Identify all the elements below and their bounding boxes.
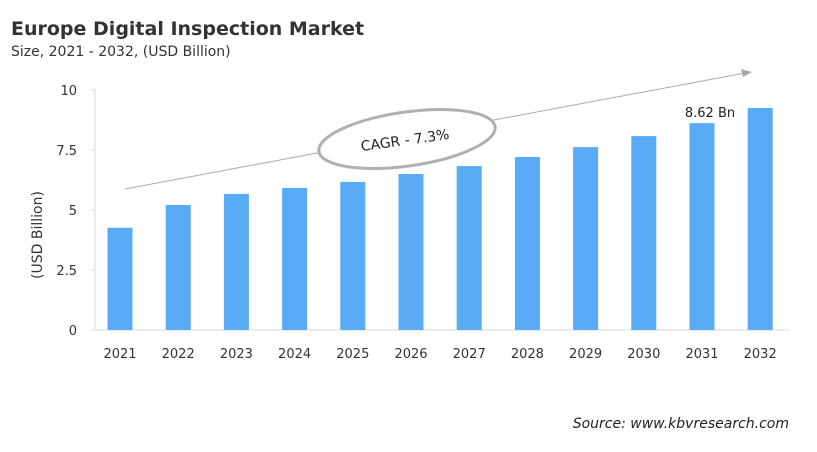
x-tick-label: 2027: [453, 347, 486, 362]
bar-2025: [340, 181, 366, 330]
bar-2031: [689, 123, 715, 331]
y-tick-label: 2.5: [56, 264, 77, 279]
bar-2024: [282, 187, 308, 330]
chart-subtitle: Size, 2021 - 2032, (USD Billion): [11, 44, 231, 60]
data-label: 8.62 Bn: [685, 106, 735, 121]
x-tick-label: 2028: [511, 347, 544, 362]
x-tick-label: 2023: [220, 347, 253, 362]
bar-2021: [107, 227, 133, 330]
source-note: Source: www.kbvresearch.com: [572, 416, 789, 432]
x-tick-label: 2022: [162, 347, 195, 362]
y-tick-label: 0: [69, 324, 77, 339]
x-tick-label: 2030: [627, 347, 660, 362]
x-tick-label: 2024: [278, 347, 311, 362]
x-tick-label: 2029: [569, 347, 602, 362]
bar-2032: [747, 108, 773, 330]
y-tick-label: 5: [69, 204, 77, 219]
y-tick-label: 10: [60, 84, 77, 99]
cagr-ellipse: [317, 108, 497, 170]
x-tick-label: 2032: [744, 347, 777, 362]
bar-2026: [398, 174, 424, 330]
bar-2022: [165, 204, 191, 330]
bar-2028: [514, 156, 540, 330]
bar-2023: [223, 193, 249, 330]
chart-title: Europe Digital Inspection Market: [11, 18, 365, 40]
y-axis-label: (USD Billion): [30, 191, 46, 279]
y-tick-label: 7.5: [56, 144, 77, 159]
x-tick-label: 2031: [685, 347, 718, 362]
trend-arrowhead-icon: [741, 69, 752, 77]
x-tick-label: 2021: [103, 347, 136, 362]
bar-2027: [456, 166, 482, 330]
bar-2030: [631, 136, 657, 330]
x-tick-label: 2026: [394, 347, 427, 362]
bar-2029: [573, 147, 599, 330]
x-tick-label: 2025: [336, 347, 369, 362]
